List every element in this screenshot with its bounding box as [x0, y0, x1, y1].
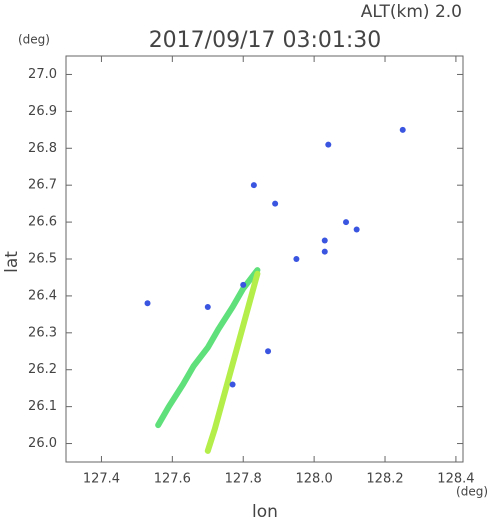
- y-tick-label: 26.5: [28, 252, 57, 267]
- echo-point: [399, 126, 406, 133]
- echo-streak: [204, 270, 261, 454]
- echo-point: [293, 256, 300, 262]
- y-tick-label: 26.9: [28, 104, 57, 119]
- altitude-label: ALT(km) 2.0: [361, 2, 462, 22]
- echo-point: [265, 348, 272, 355]
- echo-point: [204, 303, 211, 310]
- x-tick-label: 127.8: [225, 472, 262, 487]
- chart-title: 2017/09/17 03:01:30: [149, 28, 382, 53]
- x-tick-label: 128.0: [296, 472, 333, 487]
- y-tick-label: 26.6: [28, 215, 57, 230]
- y-tick-label: 26.1: [28, 399, 57, 414]
- echo-point: [325, 141, 332, 148]
- x-tick-label: 127.6: [154, 472, 191, 487]
- y-tick-label: 26.4: [28, 288, 57, 303]
- y-tick-label: 26.8: [28, 141, 57, 156]
- y-unit: (deg): [18, 33, 50, 47]
- x-axis-label: lon: [252, 502, 278, 521]
- y-tick-label: 27.0: [28, 67, 57, 82]
- echo-point: [250, 182, 257, 189]
- echo-point: [272, 200, 279, 207]
- y-tick-label: 26.3: [28, 325, 57, 340]
- echo-point: [321, 237, 328, 244]
- echo-point: [240, 281, 247, 288]
- x-tick-label: 128.2: [366, 472, 403, 487]
- x-unit: (deg): [456, 485, 488, 499]
- echo-point: [343, 219, 350, 226]
- echo-point: [144, 300, 151, 307]
- y-axis-label: lat: [2, 251, 22, 273]
- echo-point: [229, 381, 236, 388]
- echo-point: [321, 248, 328, 255]
- x-tick-label: 128.4: [437, 472, 474, 487]
- plot-frame: [65, 55, 464, 463]
- y-tick-label: 26.0: [28, 436, 57, 451]
- y-tick-label: 26.2: [28, 362, 57, 377]
- y-tick-label: 26.7: [28, 178, 57, 193]
- echo-streak: [155, 267, 261, 429]
- echo-point: [353, 226, 360, 233]
- x-tick-label: 127.4: [83, 472, 120, 487]
